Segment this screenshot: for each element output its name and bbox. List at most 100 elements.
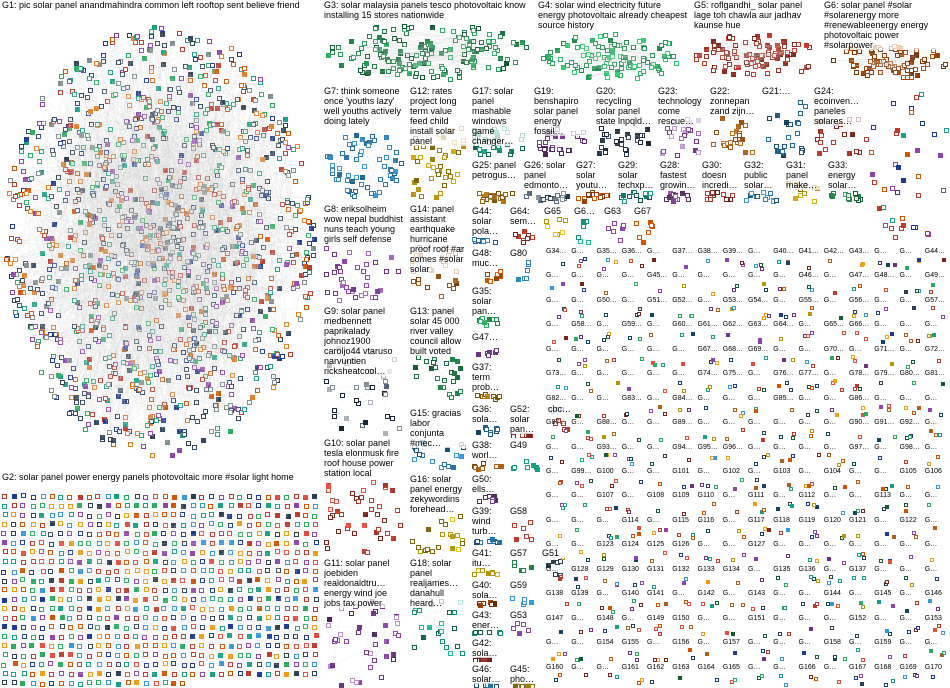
graph-node bbox=[143, 652, 148, 657]
graph-node bbox=[790, 143, 795, 148]
graph-node bbox=[250, 395, 255, 400]
graph-node bbox=[534, 465, 539, 470]
graph-node bbox=[2, 598, 7, 603]
graph-node bbox=[191, 597, 196, 602]
cluster-label: G23: technology come rescue… bbox=[658, 86, 704, 126]
graph-node bbox=[343, 135, 348, 140]
tail-cell: G40… bbox=[773, 248, 798, 272]
graph-node bbox=[893, 435, 897, 439]
graph-node bbox=[525, 236, 530, 241]
tail-cell: G… bbox=[622, 444, 647, 468]
graph-node bbox=[716, 559, 720, 563]
graph-node bbox=[815, 602, 819, 606]
graph-node bbox=[624, 40, 629, 45]
graph-node bbox=[237, 587, 242, 592]
graph-node bbox=[168, 358, 173, 363]
graph-node bbox=[682, 485, 686, 489]
graph-node bbox=[219, 560, 224, 565]
graph-node bbox=[615, 129, 620, 134]
graph-node bbox=[303, 294, 308, 299]
graph-node bbox=[64, 287, 69, 292]
graph-node bbox=[238, 551, 243, 556]
graph-node bbox=[72, 286, 77, 291]
graph-node bbox=[123, 266, 128, 271]
graph-node bbox=[678, 676, 682, 680]
graph-node bbox=[275, 495, 280, 500]
graph-node bbox=[476, 352, 481, 357]
tail-cell: G141 bbox=[647, 590, 672, 614]
graph-node bbox=[661, 363, 665, 367]
graph-node bbox=[40, 251, 45, 256]
graph-node bbox=[247, 210, 252, 215]
graph-node bbox=[941, 382, 945, 386]
graph-node bbox=[911, 360, 915, 364]
graph-node bbox=[650, 680, 654, 684]
graph-node bbox=[712, 437, 716, 441]
tail-cell-label: G… bbox=[698, 615, 723, 623]
graph-node bbox=[171, 626, 176, 631]
graph-node bbox=[114, 494, 119, 499]
graph-node bbox=[364, 61, 369, 66]
tail-cell: G… bbox=[597, 517, 622, 541]
graph-node bbox=[107, 355, 112, 360]
tail-cell-label: G80… bbox=[900, 370, 925, 378]
graph-node bbox=[470, 57, 475, 62]
graph-node bbox=[80, 188, 85, 193]
graph-node bbox=[219, 607, 224, 612]
graph-node bbox=[901, 133, 906, 138]
tail-cell-label: G113 bbox=[874, 492, 899, 500]
graph-node bbox=[732, 306, 736, 310]
tail-cell-label: G70… bbox=[824, 346, 849, 354]
graph-node bbox=[238, 503, 243, 508]
cluster-g1: G1: pic solar panel anandmahindra common… bbox=[0, 0, 320, 460]
graph-node bbox=[732, 288, 736, 292]
graph-node bbox=[73, 377, 78, 382]
tail-cell-label: G60… bbox=[672, 321, 697, 329]
graph-node bbox=[703, 435, 707, 439]
graph-node bbox=[257, 212, 262, 217]
graph-node bbox=[237, 663, 242, 668]
tail-cell-label: G… bbox=[647, 444, 672, 452]
graph-node bbox=[704, 556, 708, 560]
graph-node bbox=[598, 195, 603, 200]
graph-node bbox=[641, 69, 646, 74]
graph-node bbox=[51, 181, 56, 186]
graph-node bbox=[192, 223, 197, 228]
graph-node bbox=[263, 314, 268, 319]
graph-node bbox=[50, 285, 55, 290]
graph-node bbox=[116, 606, 121, 611]
graph-node bbox=[84, 378, 89, 383]
graph-node bbox=[327, 154, 332, 159]
tail-cell-label: G… bbox=[571, 297, 596, 305]
graph-node bbox=[140, 243, 145, 248]
tail-cell: G… bbox=[622, 492, 647, 516]
graph-node bbox=[604, 313, 608, 317]
graph-node bbox=[678, 408, 682, 412]
graph-node bbox=[295, 569, 300, 574]
tail-cell-label: G52… bbox=[672, 297, 697, 305]
graph-node bbox=[911, 225, 916, 230]
graph-node bbox=[809, 627, 813, 631]
graph-node bbox=[144, 569, 149, 574]
graph-node bbox=[715, 361, 719, 365]
graph-node bbox=[275, 671, 280, 676]
graph-node bbox=[106, 503, 111, 508]
graph-node bbox=[49, 504, 54, 509]
graph-node bbox=[200, 503, 205, 508]
tail-cell: G… bbox=[723, 492, 748, 516]
graph-node bbox=[240, 353, 245, 358]
graph-node bbox=[762, 455, 766, 459]
graph-node bbox=[181, 504, 186, 509]
graph-node bbox=[479, 40, 484, 45]
graph-node bbox=[522, 597, 527, 602]
graph-node bbox=[494, 684, 499, 688]
graph-node bbox=[135, 532, 140, 537]
graph-node bbox=[237, 514, 242, 519]
graph-node bbox=[258, 264, 263, 269]
tail-cell: G64… bbox=[773, 321, 798, 345]
graph-node bbox=[833, 655, 837, 659]
graph-node bbox=[228, 654, 233, 659]
graph-node bbox=[259, 299, 264, 304]
graph-node bbox=[176, 205, 181, 210]
tail-cell: G78… bbox=[849, 370, 874, 394]
